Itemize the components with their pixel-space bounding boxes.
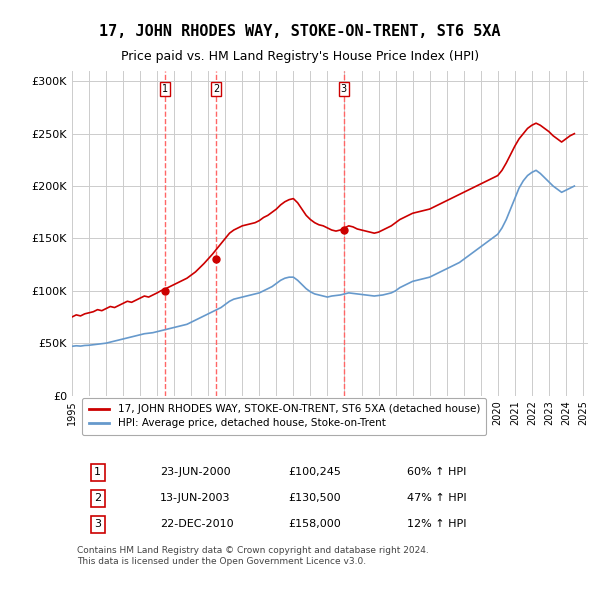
Text: 1: 1 bbox=[94, 467, 101, 477]
Text: £100,245: £100,245 bbox=[289, 467, 341, 477]
Text: 60% ↑ HPI: 60% ↑ HPI bbox=[407, 467, 467, 477]
Text: 13-JUN-2003: 13-JUN-2003 bbox=[160, 493, 230, 503]
Text: 23-JUN-2000: 23-JUN-2000 bbox=[160, 467, 230, 477]
Text: £130,500: £130,500 bbox=[289, 493, 341, 503]
Text: 12% ↑ HPI: 12% ↑ HPI bbox=[407, 519, 467, 529]
Text: 47% ↑ HPI: 47% ↑ HPI bbox=[407, 493, 467, 503]
Text: 22-DEC-2010: 22-DEC-2010 bbox=[160, 519, 233, 529]
Text: 3: 3 bbox=[341, 84, 347, 94]
Text: Contains HM Land Registry data © Crown copyright and database right 2024.
This d: Contains HM Land Registry data © Crown c… bbox=[77, 546, 429, 566]
Text: 2: 2 bbox=[94, 493, 101, 503]
Text: Price paid vs. HM Land Registry's House Price Index (HPI): Price paid vs. HM Land Registry's House … bbox=[121, 50, 479, 63]
Text: 1: 1 bbox=[162, 84, 168, 94]
Text: 3: 3 bbox=[94, 519, 101, 529]
Text: 17, JOHN RHODES WAY, STOKE-ON-TRENT, ST6 5XA: 17, JOHN RHODES WAY, STOKE-ON-TRENT, ST6… bbox=[99, 24, 501, 38]
Legend: 17, JOHN RHODES WAY, STOKE-ON-TRENT, ST6 5XA (detached house), HPI: Average pric: 17, JOHN RHODES WAY, STOKE-ON-TRENT, ST6… bbox=[82, 398, 487, 435]
Text: £158,000: £158,000 bbox=[289, 519, 341, 529]
Text: 2: 2 bbox=[213, 84, 219, 94]
